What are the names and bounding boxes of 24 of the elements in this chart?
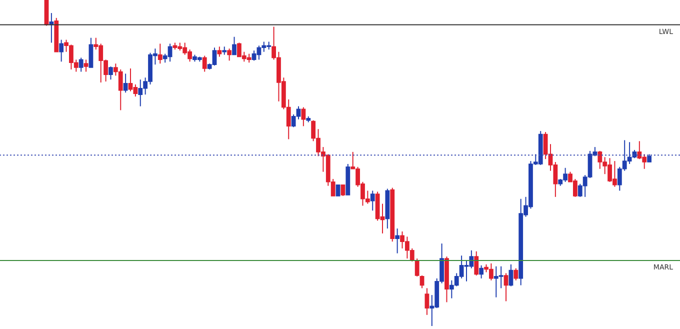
candlestick — [202, 55, 207, 72]
candlestick — [88, 37, 94, 68]
candlestick — [158, 43, 162, 64]
candlestick — [123, 73, 128, 94]
candlestick — [514, 268, 518, 281]
candlestick — [217, 46, 222, 58]
candlestick — [301, 106, 306, 127]
candlestick — [474, 250, 479, 276]
candlestick — [420, 274, 424, 289]
candlestick — [59, 39, 64, 62]
candlestick — [479, 264, 484, 279]
candlestick — [424, 288, 430, 316]
candlestick — [340, 184, 346, 196]
candlestick — [227, 48, 232, 62]
candlestick — [508, 264, 514, 287]
candlestick — [370, 190, 375, 212]
candlestick — [336, 184, 340, 196]
candlestick — [414, 258, 420, 277]
candlestick — [395, 228, 400, 254]
candlestick — [84, 59, 88, 72]
candlestick — [504, 272, 508, 302]
candlestick — [108, 66, 113, 80]
candlestick — [78, 57, 84, 72]
candlestick — [232, 36, 236, 56]
